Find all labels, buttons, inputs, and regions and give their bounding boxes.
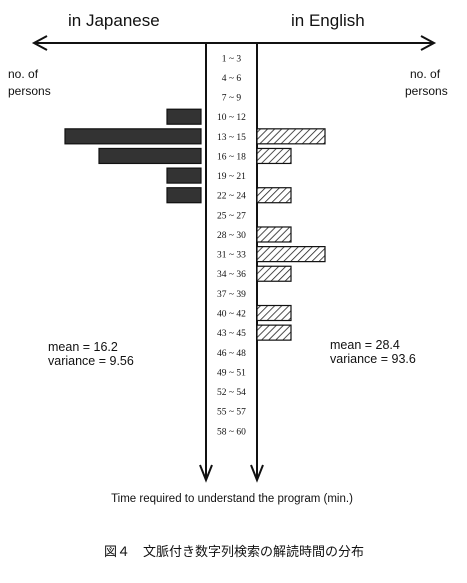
tick-label: 52 ~ 54 — [217, 388, 246, 398]
tick-label: 49 ~ 51 — [217, 368, 246, 378]
left-axis-label-1: no. of — [8, 67, 39, 81]
tick-label: 4 ~ 6 — [222, 74, 242, 84]
left-variance: variance = 9.56 — [48, 354, 134, 368]
tick-label: 34 ~ 36 — [217, 270, 246, 280]
tick-label: 19 ~ 21 — [217, 172, 246, 182]
japanese-bar — [166, 187, 202, 204]
tick-label: 43 ~ 45 — [217, 329, 246, 339]
left-header: in Japanese — [68, 11, 160, 30]
tick-label: 40 ~ 42 — [217, 310, 246, 320]
english-bar — [256, 324, 292, 341]
category-labels: 1 ~ 3 4 ~ 6 7 ~ 9 10 ~ 12 13 ~ 15 16 ~ 18 19 ~… — [217, 54, 246, 437]
tick-label: 13 ~ 15 — [217, 133, 246, 143]
tick-label: 25 ~ 27 — [217, 211, 246, 221]
japanese-bar — [98, 147, 202, 165]
tick-label: 31 ~ 33 — [217, 251, 246, 261]
tick-label: 58 ~ 60 — [217, 427, 246, 437]
japanese-bar — [166, 167, 202, 184]
right-axis-label-2: persons — [405, 84, 448, 98]
english-bar — [256, 226, 292, 243]
tick-label: 1 ~ 3 — [222, 54, 242, 64]
english-bar — [256, 265, 292, 282]
english-bar — [256, 187, 292, 204]
english-bar — [256, 246, 326, 263]
tick-label: 16 ~ 18 — [217, 152, 246, 162]
english-bar — [256, 147, 292, 165]
x-axis-label: Time required to understand the program … — [111, 493, 353, 505]
right-mean: mean = 28.4 — [330, 338, 400, 352]
left-axis-label-2: persons — [8, 84, 51, 98]
english-bar — [256, 128, 326, 145]
tick-label: 7 ~ 9 — [222, 94, 242, 104]
right-header: in English — [291, 11, 365, 30]
tick-label: 37 ~ 39 — [217, 290, 246, 300]
figure-caption: 図４ 文脈付き数字列検索の解読時間の分布 — [104, 544, 364, 560]
top-arrow — [31, 35, 437, 51]
japanese-bar — [166, 108, 202, 125]
tick-label: 55 ~ 57 — [217, 408, 246, 418]
left-mean: mean = 16.2 — [48, 340, 118, 354]
left-bars — [64, 108, 202, 204]
right-variance: variance = 93.6 — [330, 352, 416, 366]
tick-label: 28 ~ 30 — [217, 231, 246, 241]
tick-label: 46 ~ 48 — [217, 349, 246, 359]
tick-label: 22 ~ 24 — [217, 192, 246, 202]
english-bar — [256, 304, 292, 322]
right-axis-label-1: no. of — [410, 67, 441, 81]
japanese-bar — [64, 128, 202, 145]
tick-label: 10 ~ 12 — [217, 113, 246, 123]
right-bars — [256, 128, 326, 341]
